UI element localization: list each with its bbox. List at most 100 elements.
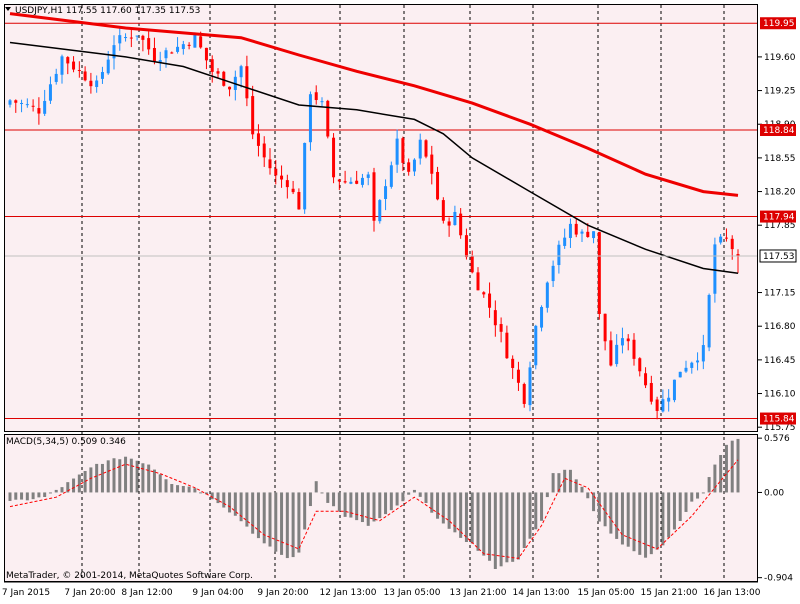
candle-body — [638, 358, 642, 372]
macd-bar — [574, 479, 578, 493]
macd-bar — [274, 492, 278, 552]
macd-bar — [707, 477, 711, 493]
candle-body — [684, 367, 688, 372]
candle-body — [124, 37, 128, 39]
candle-body — [667, 397, 671, 402]
candle-body — [66, 57, 70, 64]
macd-bar — [100, 463, 104, 493]
macd-bar — [499, 492, 503, 567]
candle-body — [37, 108, 41, 114]
macd-bar — [135, 460, 139, 493]
candle-body — [8, 100, 12, 105]
candle-body — [690, 362, 694, 368]
macd-bar — [77, 474, 81, 493]
candles — [8, 26, 740, 420]
macd-bar — [343, 492, 347, 517]
candle-body — [568, 223, 572, 238]
candle-body — [626, 338, 630, 342]
macd-bar — [701, 492, 705, 494]
candle-body — [112, 45, 116, 59]
candle-body — [395, 138, 399, 165]
macd-bar — [511, 492, 515, 562]
candle-body — [95, 80, 99, 88]
candle-body — [412, 159, 416, 172]
macd-info: MACD(5,34,5) 0.509 0.346 — [6, 437, 126, 447]
price-tick-label: 119.60 — [764, 53, 796, 63]
candle-body — [459, 213, 463, 236]
copyright-text: MetaTrader, © 2001-2014, MetaQuotes Soft… — [6, 571, 253, 581]
candle-body — [482, 292, 486, 295]
macd-bar — [43, 492, 47, 497]
macd-bar — [713, 464, 717, 493]
macd-bar — [644, 492, 648, 558]
macd-bar — [615, 492, 619, 539]
macd-bar — [736, 438, 740, 493]
macd-bar — [667, 492, 671, 538]
candle-body — [574, 223, 578, 235]
macd-bar — [678, 492, 682, 522]
macd-bar — [476, 492, 480, 551]
candle-body — [141, 35, 145, 40]
candle-body — [100, 72, 104, 79]
macd-bar — [493, 492, 497, 570]
candle-body — [488, 293, 492, 308]
macd-bar — [95, 463, 99, 493]
dropdown-triangle-icon[interactable] — [5, 7, 11, 11]
candle-body — [713, 244, 717, 294]
macd-bar — [690, 492, 694, 502]
macd-bar — [285, 492, 289, 559]
candle-body — [389, 165, 393, 187]
macd-bar — [412, 489, 416, 493]
macd-bar — [540, 492, 544, 521]
macd-bar — [516, 492, 520, 560]
macd-bar — [222, 492, 226, 508]
price-tick-label: 118.55 — [764, 154, 796, 164]
macd-bar — [216, 492, 220, 504]
macd-bar — [118, 459, 122, 493]
candle-body — [736, 254, 740, 256]
candle-body — [476, 272, 480, 291]
candle-body — [297, 191, 301, 210]
candle-body — [540, 306, 544, 328]
candle-body — [291, 188, 295, 193]
candle-body — [620, 338, 624, 346]
macd-bar — [389, 492, 393, 511]
candle-body — [407, 162, 411, 172]
macd-bar — [430, 492, 434, 513]
price-panel-frame — [4, 4, 758, 432]
ma-fast-line — [9, 41, 739, 275]
candle-body — [164, 50, 168, 59]
macd-bar — [366, 492, 370, 526]
macd-bar — [459, 492, 463, 538]
candle-body — [355, 180, 359, 184]
macd-bar — [170, 484, 174, 493]
candle-body — [534, 325, 538, 366]
candle-body — [303, 142, 307, 210]
candle-body — [20, 102, 24, 104]
candle-body — [199, 36, 203, 48]
candle-body — [152, 47, 156, 62]
time-label: 15 Jan 21:00 — [641, 588, 698, 598]
macd-bar — [453, 492, 457, 533]
macd-bar — [176, 485, 180, 493]
macd-bar — [557, 473, 561, 493]
candle-body — [436, 171, 440, 200]
macd-bar — [384, 492, 388, 515]
macd-bar — [199, 492, 203, 494]
candle-body — [210, 59, 214, 72]
candle-body — [649, 382, 653, 402]
price-axis: 119.60119.25118.90118.55118.20117.85117.… — [758, 53, 796, 433]
candle-body — [441, 200, 445, 221]
candle-body — [615, 344, 619, 365]
candle-body — [216, 71, 220, 74]
price-tick-label: 116.45 — [764, 356, 796, 366]
macd-bar — [106, 460, 110, 493]
candle-body — [349, 181, 353, 184]
macd-bar — [337, 492, 341, 511]
current-price-label: 117.53 — [763, 252, 795, 262]
macd-bar — [204, 492, 208, 495]
macd-bar — [25, 492, 29, 501]
macd-bar — [89, 467, 93, 493]
